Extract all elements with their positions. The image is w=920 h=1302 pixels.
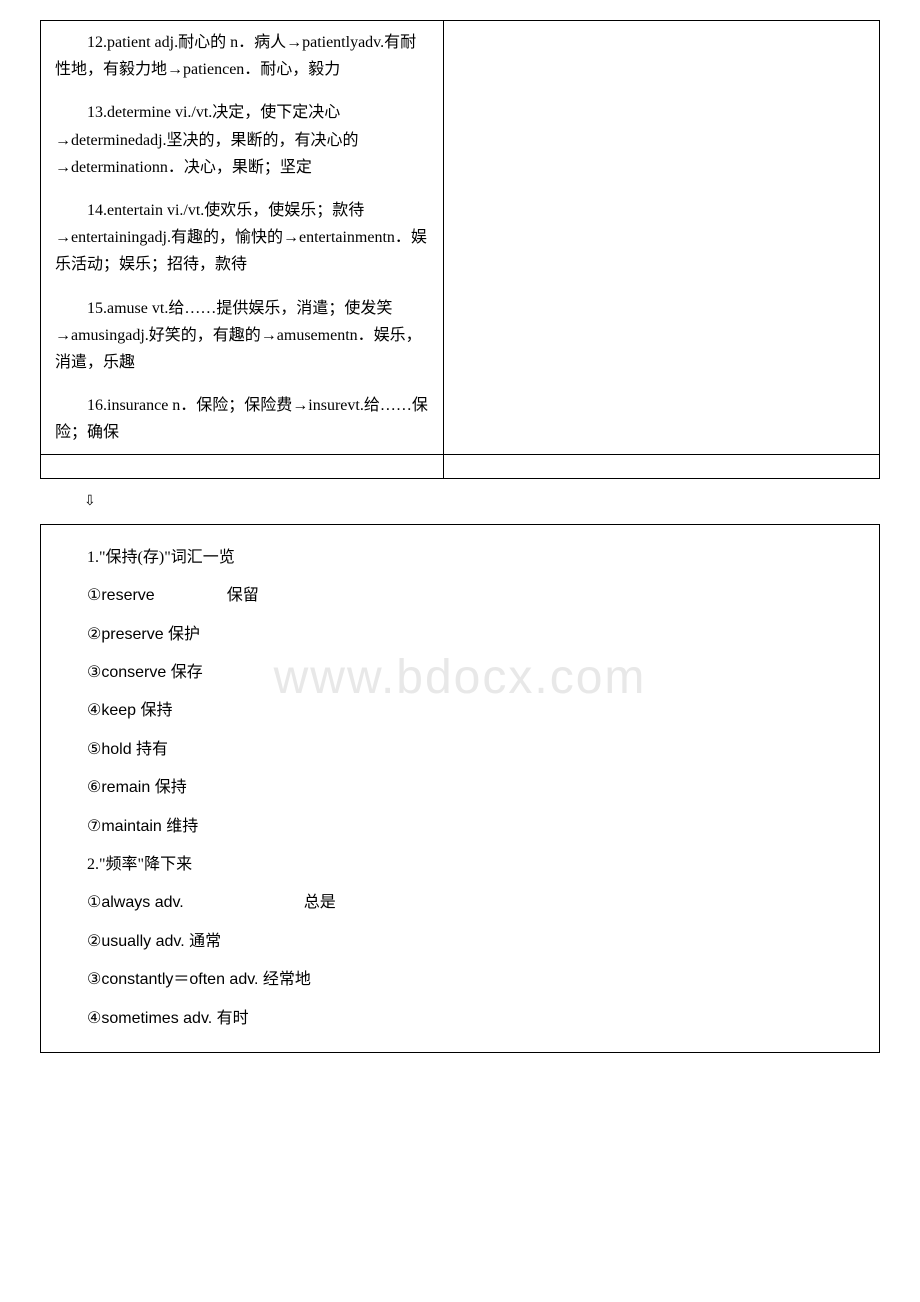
- down-arrow-icon: ⇩: [40, 491, 880, 513]
- item-label: ④keep 保持: [87, 702, 173, 719]
- item-label: ②preserve 保护: [87, 626, 200, 643]
- empty-cell-right: [443, 455, 879, 479]
- section-1-title: 1."保持(存)"词汇一览: [55, 543, 865, 573]
- vocab-right-cell: [443, 21, 879, 455]
- entry-text: 16.insurance n．保险；保险费→insurevt.给……保险；确保: [55, 392, 429, 446]
- item-label: ⑥remain 保持: [87, 779, 187, 796]
- section-2-title: 2."频率"降下来: [55, 850, 865, 880]
- list-item: ⑤hold 持有: [55, 735, 865, 765]
- item-label: ②usually adv. 通常: [87, 933, 221, 950]
- list-item: ①reserve 保留: [55, 581, 865, 611]
- list-item: ③conserve 保存: [55, 658, 865, 688]
- vocab-left-cell: 12.patient adj.耐心的 n．病人→patientlyadv.有耐性…: [41, 21, 444, 455]
- item-label: ③constantly＝often adv. 经常地: [87, 971, 311, 988]
- list-item: ②usually adv. 通常: [55, 927, 865, 957]
- item-label: ⑦maintain 维持: [87, 818, 198, 835]
- item-label: ③conserve 保存: [87, 664, 203, 681]
- item-label: ④sometimes adv. 有时: [87, 1010, 249, 1027]
- list-item: ①always adv. 总是: [55, 888, 865, 918]
- item-label: ⑤hold 持有: [87, 741, 168, 758]
- vocab-groups-cell: 1."保持(存)"词汇一览 ①reserve 保留 ②preserve 保护 ③c…: [41, 524, 880, 1052]
- list-item: ④sometimes adv. 有时: [55, 1004, 865, 1034]
- list-item: ③constantly＝often adv. 经常地: [55, 965, 865, 995]
- entry-text: 15.amuse vt.给……提供娱乐，消遣；使发笑→amusingadj.好笑…: [55, 295, 429, 377]
- item-label: ①reserve: [87, 587, 155, 604]
- list-item: ⑦maintain 维持: [55, 812, 865, 842]
- entry-text: 14.entertain vi./vt.使欢乐，使娱乐；款待→entertain…: [55, 197, 429, 279]
- entry-13: 13.determine vi./vt.决定，使下定决心→determineda…: [41, 91, 443, 189]
- entry-12: 12.patient adj.耐心的 n．病人→patientlyadv.有耐性…: [41, 21, 443, 91]
- entry-14: 14.entertain vi./vt.使欢乐，使娱乐；款待→entertain…: [41, 189, 443, 287]
- empty-row: [41, 455, 880, 479]
- list-item: ②preserve 保护: [55, 620, 865, 650]
- entry-text: 12.patient adj.耐心的 n．病人→patientlyadv.有耐性…: [55, 29, 429, 83]
- list-item: ④keep 保持: [55, 696, 865, 726]
- item-def: 总是: [304, 894, 336, 911]
- item-def: 保留: [227, 587, 259, 604]
- vocab-groups-table: 1."保持(存)"词汇一览 ①reserve 保留 ②preserve 保护 ③c…: [40, 524, 880, 1053]
- entry-16: 16.insurance n．保险；保险费→insurevt.给……保险；确保: [41, 384, 443, 454]
- empty-cell-left: [41, 455, 444, 479]
- list-item: ⑥remain 保持: [55, 773, 865, 803]
- entry-text: 13.determine vi./vt.决定，使下定决心→determineda…: [55, 99, 429, 181]
- entry-15: 15.amuse vt.给……提供娱乐，消遣；使发笑→amusingadj.好笑…: [41, 287, 443, 385]
- item-label: ①always adv.: [87, 894, 184, 911]
- vocab-entries-table: 12.patient adj.耐心的 n．病人→patientlyadv.有耐性…: [40, 20, 880, 479]
